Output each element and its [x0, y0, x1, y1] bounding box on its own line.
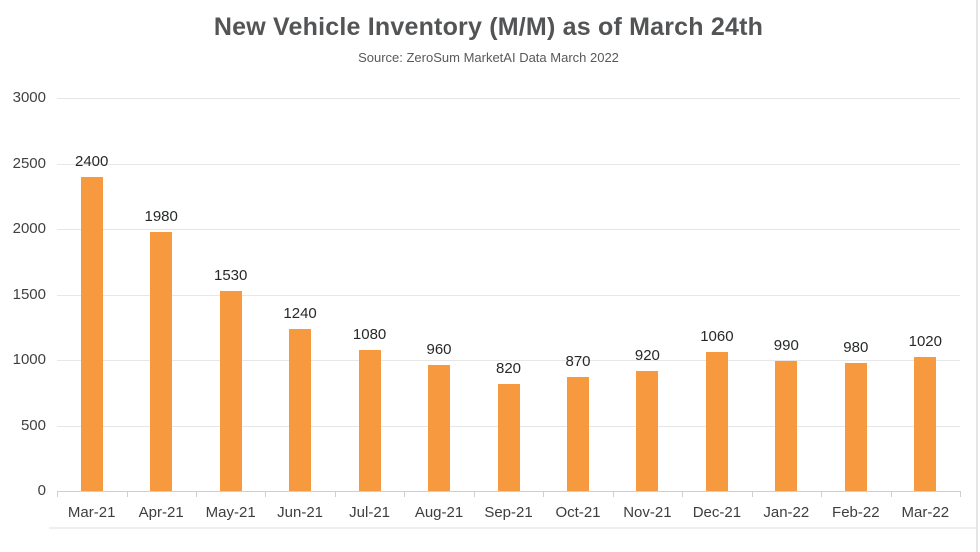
x-axis-tick	[612, 491, 614, 497]
y-axis-tick-label: 500	[20, 416, 46, 434]
bar-value-label: 920	[634, 346, 660, 364]
bar-value-label: 1020	[908, 333, 942, 351]
x-axis-tick	[195, 491, 197, 497]
card-right-border	[976, 0, 978, 552]
bar-value-label: 1240	[283, 304, 317, 322]
x-axis-category-label: Dec-21	[692, 504, 742, 521]
bar	[914, 357, 937, 491]
x-axis-category-label: Nov-21	[623, 504, 672, 521]
y-axis-tick-label: 1500	[12, 285, 46, 303]
x-axis-tick	[682, 491, 684, 497]
chart-subtitle: Source: ZeroSum MarketAI Data March 2022	[358, 50, 619, 65]
x-axis-category-label: Oct-21	[555, 504, 601, 521]
bar-value-label: 1530	[214, 266, 248, 284]
x-axis-category-label: Mar-22	[901, 504, 950, 521]
bar	[775, 361, 798, 491]
bar-value-label: 1080	[352, 325, 387, 343]
y-gridline	[57, 229, 960, 230]
bar	[219, 290, 242, 491]
x-axis-tick	[334, 491, 336, 497]
x-axis-category-label: Jul-21	[349, 504, 391, 521]
y-axis-tick-label: 2500	[12, 154, 46, 172]
y-axis-tick-label: 0	[37, 482, 46, 499]
y-gridline	[57, 294, 960, 296]
bar-value-label: 1060	[700, 328, 734, 346]
bar-value-label: 820	[495, 359, 522, 377]
bar-value-label: 2400	[75, 152, 109, 170]
x-axis-tick	[821, 491, 823, 497]
x-axis-category-label: Jan-22	[763, 504, 810, 521]
bar	[80, 176, 103, 491]
x-axis-tick	[960, 491, 961, 497]
bar	[497, 383, 520, 491]
bar	[705, 352, 728, 491]
bar-value-label: 980	[843, 338, 869, 356]
x-axis-category-label: Jun-21	[277, 504, 324, 521]
x-axis-tick	[473, 491, 475, 497]
card-bottom-shadow	[49, 527, 978, 529]
x-axis-category-label: May-21	[205, 504, 256, 521]
x-axis-tick	[404, 491, 406, 497]
x-axis-tick	[751, 491, 753, 497]
x-axis-tick	[126, 491, 128, 497]
bar	[844, 362, 867, 491]
bar	[567, 377, 589, 491]
bar-value-label: 870	[565, 353, 591, 370]
bar-value-label: 990	[773, 337, 799, 355]
y-axis-tick-label: 2000	[12, 220, 46, 237]
x-axis-category-label: Feb-22	[832, 504, 880, 521]
x-axis-tick	[890, 491, 892, 497]
y-gridline	[57, 98, 960, 99]
bar	[636, 370, 659, 491]
x-axis-category-label: Sep-21	[484, 504, 533, 521]
x-axis-category-label: Mar-21	[67, 504, 116, 521]
x-axis-tick	[543, 491, 545, 497]
x-axis-tick	[265, 491, 267, 497]
bar-value-label: 960	[426, 341, 452, 359]
bar	[150, 231, 173, 491]
x-axis-category-label: Aug-21	[414, 504, 464, 521]
y-gridline	[57, 360, 960, 361]
y-axis-tick-label: 3000	[12, 89, 46, 106]
x-axis-tick	[57, 491, 58, 497]
chart-title: New Vehicle Inventory (M/M) as of March …	[213, 13, 764, 41]
y-axis-tick-label: 1000	[12, 351, 46, 368]
bar	[289, 328, 312, 491]
bar	[358, 349, 381, 491]
bar-value-label: 1980	[144, 207, 178, 225]
x-axis-category-label: Apr-21	[138, 504, 184, 521]
bar	[428, 365, 450, 491]
y-gridline	[57, 163, 960, 165]
x-axis-line	[57, 491, 960, 492]
